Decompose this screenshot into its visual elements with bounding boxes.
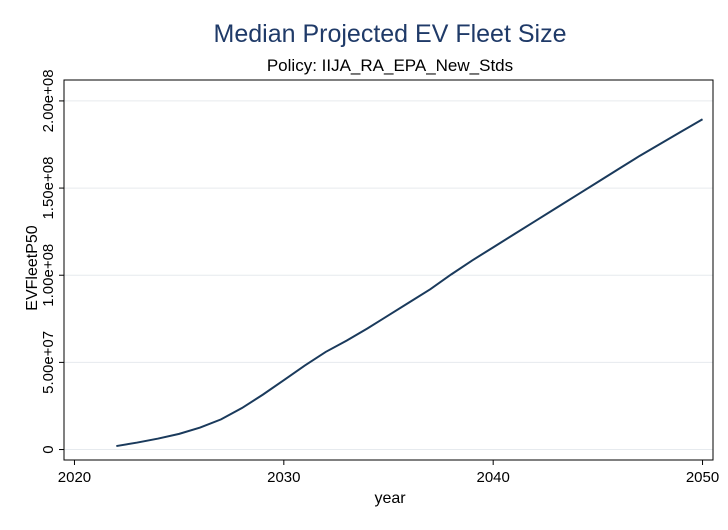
chart-title: Median Projected EV Fleet Size bbox=[214, 20, 567, 48]
x-axis-label: year bbox=[374, 490, 406, 507]
x-tick-label: 2050 bbox=[686, 469, 719, 486]
series-layer bbox=[116, 118, 704, 448]
y-tick-label: 1.00e+08 bbox=[40, 244, 57, 307]
series-line bbox=[116, 118, 704, 448]
grid-lines bbox=[64, 100, 713, 451]
axes: 0 5.00e+07 1.00e+08 1.50e+08 2.00e+08 2020 203… bbox=[40, 69, 719, 486]
chart-subtitle: Policy: IIJA_RA_EPA_New_Stds bbox=[267, 56, 513, 75]
y-tick-label: 1.50e+08 bbox=[40, 157, 57, 220]
plot-frame bbox=[63, 79, 714, 461]
x-tick-label: 2020 bbox=[58, 469, 91, 486]
y-tick-label: 5.00e+07 bbox=[40, 331, 57, 394]
y-tick-label: 2.00e+08 bbox=[40, 69, 57, 132]
x-tick-label: 2040 bbox=[476, 469, 509, 486]
y-axis-label: EVFleetP50 bbox=[24, 225, 41, 310]
x-tick-label: 2030 bbox=[267, 469, 300, 486]
y-tick-label: 0 bbox=[40, 445, 57, 453]
